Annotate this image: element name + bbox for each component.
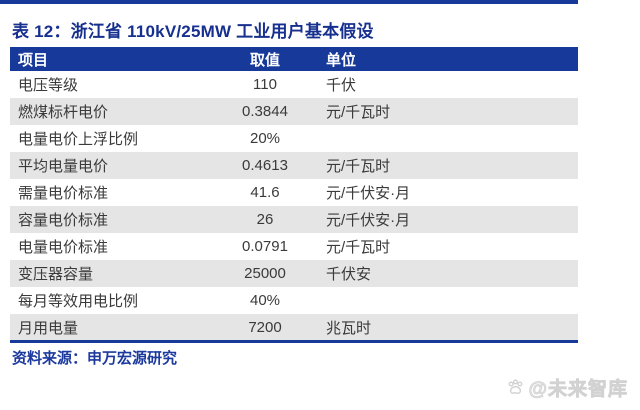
table-row: 电压等级 110 千伏 [10,71,578,98]
cell-unit: 元/千伏安·月 [320,179,578,206]
cell-item: 容量电价标准 [10,206,210,233]
cell-value: 26 [210,206,320,233]
cell-unit: 千伏安 [320,260,578,287]
cell-value: 40% [210,287,320,314]
cell-unit: 元/千瓦时 [320,152,578,179]
table-row: 月用电量 7200 兆瓦时 [10,314,578,341]
cell-value: 110 [210,71,320,98]
cell-item: 电量电价上浮比例 [10,125,210,152]
column-header-value: 取值 [210,47,320,71]
cell-item: 每月等效用电比例 [10,287,210,314]
cell-value: 25000 [210,260,320,287]
top-accent-rule [0,0,578,4]
column-header-unit: 单位 [320,47,578,71]
table-row: 容量电价标准 26 元/千伏安·月 [10,206,578,233]
cell-item: 需量电价标准 [10,179,210,206]
source-attribution: 资料来源：申万宏源研究 [12,350,178,367]
watermark-text: @未来智库 [528,379,628,401]
cell-unit: 元/千瓦时 [320,233,578,260]
cell-unit: 兆瓦时 [320,314,578,341]
cell-value: 0.4613 [210,152,320,179]
table-body: 电压等级 110 千伏 燃煤标杆电价 0.3844 元/千瓦时 电量电价上浮比例… [10,71,578,341]
cell-unit: 千伏 [320,71,578,98]
table-row: 平均电量电价 0.4613 元/千瓦时 [10,152,578,179]
cell-unit [320,287,578,314]
cell-value: 20% [210,125,320,152]
cell-unit: 元/千伏安·月 [320,206,578,233]
cell-value: 7200 [210,314,320,341]
assumptions-table: 项目 取值 单位 电压等级 110 千伏 燃煤标杆电价 0.3844 元/千瓦时… [10,47,578,341]
cell-item: 燃煤标杆电价 [10,98,210,125]
cell-unit: 元/千瓦时 [320,98,578,125]
column-header-item: 项目 [10,47,210,71]
cell-value: 41.6 [210,179,320,206]
bottom-accent-rule [10,340,578,343]
cell-item: 电量电价标准 [10,233,210,260]
table-row: 电量电价标准 0.0791 元/千瓦时 [10,233,578,260]
table-row: 需量电价标准 41.6 元/千伏安·月 [10,179,578,206]
table-row: 燃煤标杆电价 0.3844 元/千瓦时 [10,98,578,125]
cell-item: 平均电量电价 [10,152,210,179]
cell-item: 电压等级 [10,71,210,98]
cell-item: 变压器容量 [10,260,210,287]
table-row: 变压器容量 25000 千伏安 [10,260,578,287]
cell-item: 月用电量 [10,314,210,341]
table-title: 表 12：浙江省 110kV/25MW 工业用户基本假设 [12,22,374,41]
cell-unit [320,125,578,152]
watermark: @未来智库 [505,374,628,401]
table-row: 每月等效用电比例 40% [10,287,578,314]
table-header-row: 项目 取值 单位 [10,47,578,71]
paw-icon [505,377,526,398]
cell-value: 0.0791 [210,233,320,260]
table-row: 电量电价上浮比例 20% [10,125,578,152]
cell-value: 0.3844 [210,98,320,125]
